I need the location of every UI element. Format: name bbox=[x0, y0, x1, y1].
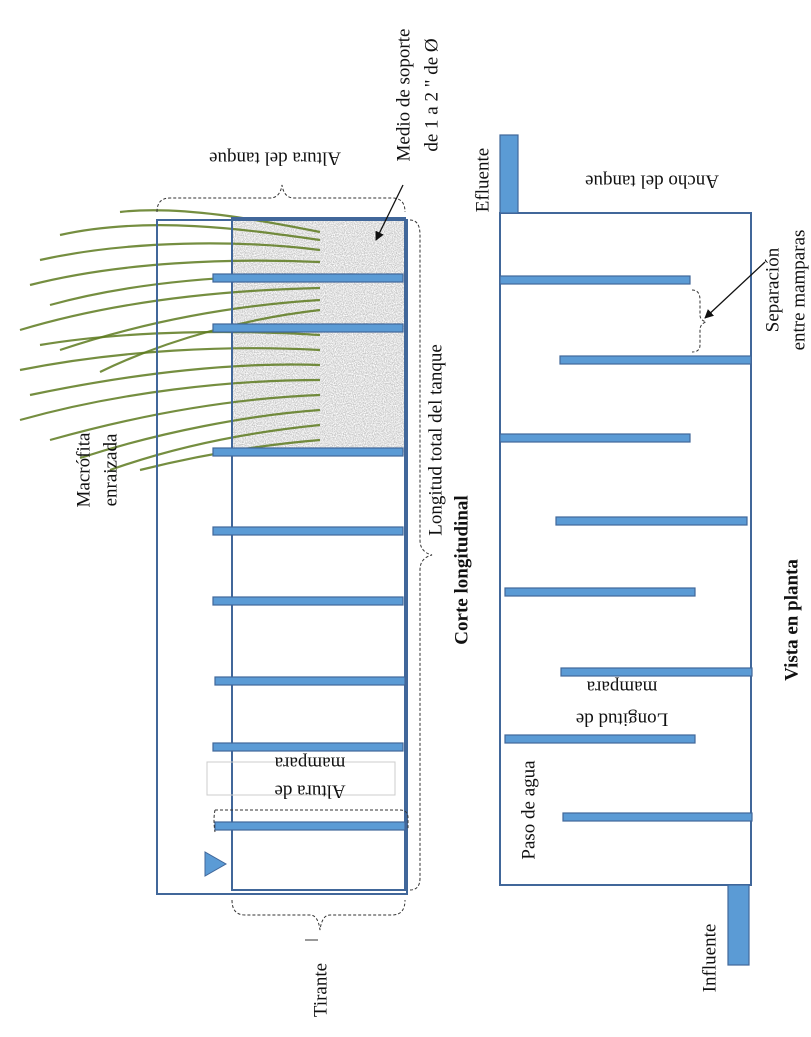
water-level bbox=[204, 851, 228, 877]
bracket-tirante bbox=[231, 899, 406, 931]
label: Altura del tanque bbox=[209, 148, 341, 169]
bracket-height bbox=[156, 184, 406, 213]
bracket-length bbox=[409, 219, 433, 891]
label: Altura de bbox=[274, 781, 345, 802]
label: entre mamparas bbox=[788, 230, 809, 351]
label: Paso de agua bbox=[518, 760, 539, 860]
tank-water bbox=[231, 217, 406, 891]
label: de 1 a 2 " de Ø bbox=[421, 38, 442, 151]
influent-pipe bbox=[727, 884, 750, 966]
plants bbox=[19, 209, 321, 472]
label: enraizada bbox=[100, 433, 121, 506]
label: Corte longitudinal bbox=[451, 495, 472, 644]
gravel bbox=[232, 220, 405, 455]
arrow-medio bbox=[375, 184, 404, 241]
effluent-pipe bbox=[499, 134, 519, 214]
bracket-baffle bbox=[213, 809, 409, 833]
label-box bbox=[206, 761, 396, 796]
arrow-separacion bbox=[704, 261, 766, 319]
baffles-section bbox=[212, 273, 406, 831]
label: Influente bbox=[699, 924, 720, 993]
label: Longitud total del tanque bbox=[425, 344, 446, 536]
label: Separación bbox=[762, 247, 783, 332]
label: mampara bbox=[586, 677, 657, 698]
tank-plan bbox=[499, 212, 752, 886]
label: mampara bbox=[274, 753, 345, 774]
label: Ancho del tanque bbox=[585, 171, 719, 192]
label: Efluente bbox=[472, 148, 493, 212]
baffles-plan bbox=[499, 275, 753, 822]
bracket-separation bbox=[691, 289, 708, 353]
label: Medio de soporte bbox=[393, 29, 414, 162]
tank-outer bbox=[156, 219, 408, 895]
label: Longitud de bbox=[576, 709, 668, 730]
label: Macrófita bbox=[73, 432, 94, 507]
label: Tirante bbox=[310, 963, 331, 1017]
label: Vista en planta bbox=[781, 559, 802, 681]
